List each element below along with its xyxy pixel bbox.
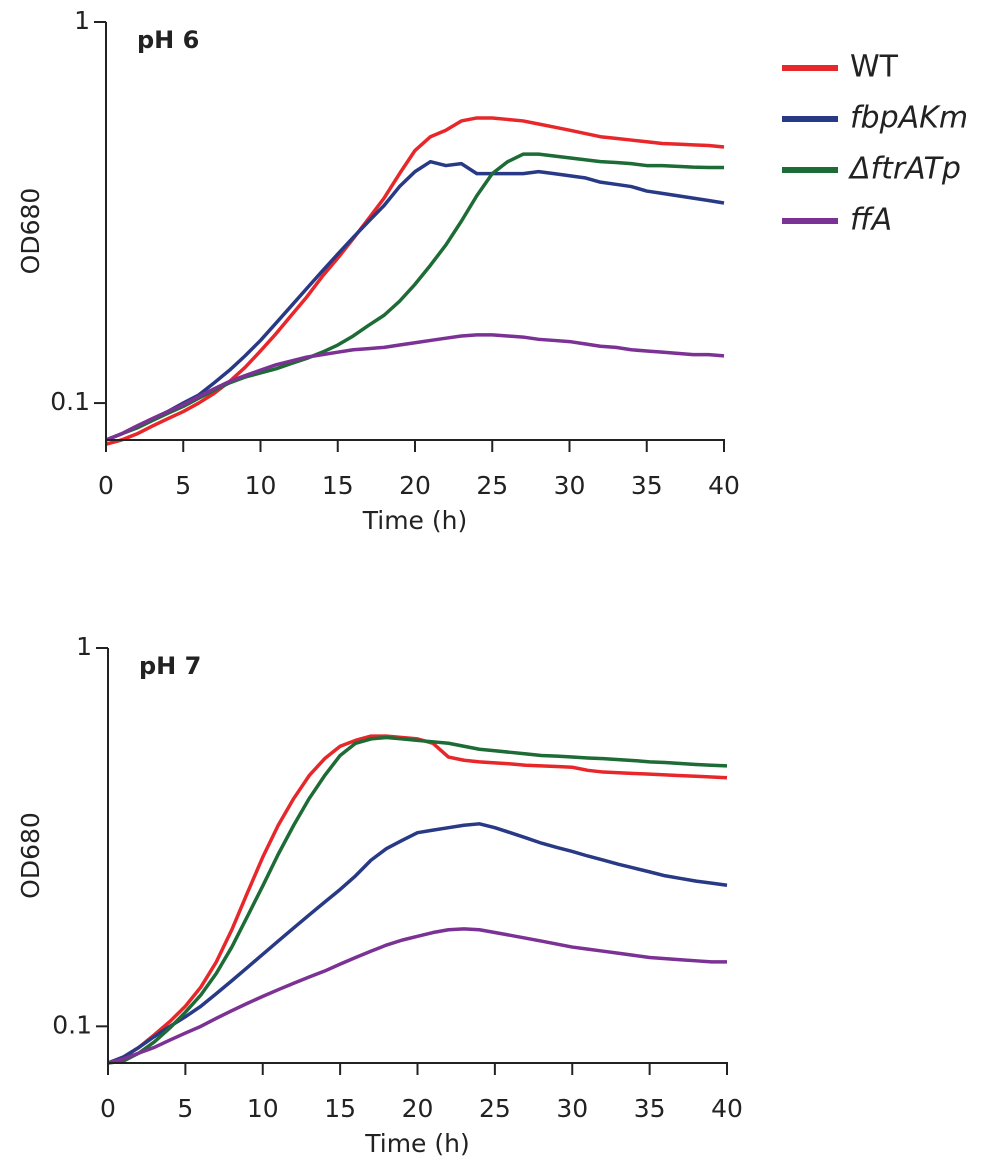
x-tick-label: 5 — [175, 471, 191, 500]
legend-label: ffA — [850, 203, 892, 238]
x-tick-label: 0 — [100, 1094, 116, 1123]
x-tick-label: 15 — [324, 1094, 356, 1123]
x-tick-label: 25 — [479, 1094, 511, 1123]
y-tick-label: 1 — [76, 632, 92, 661]
x-tick-label: 30 — [554, 471, 586, 500]
x-tick-label: 35 — [634, 1094, 666, 1123]
legend-label: WT — [850, 50, 899, 85]
x-tick-label: 30 — [556, 1094, 588, 1123]
legend-label: fbpAKm — [850, 101, 968, 136]
x-tick-label: 10 — [247, 1094, 279, 1123]
x-tick-label: 35 — [631, 471, 663, 500]
series-line — [105, 116, 725, 446]
y-axis-label: OD680 — [16, 812, 45, 899]
series-line — [105, 159, 725, 442]
series-line — [107, 927, 727, 1065]
x-tick-label: 40 — [708, 471, 740, 500]
y-tick-label: 0.1 — [50, 387, 90, 416]
panel-title: pH 6 — [137, 26, 199, 54]
y-axis-label: OD680 — [16, 188, 45, 275]
x-tick-label: 25 — [476, 471, 508, 500]
x-tick-label: 15 — [322, 471, 354, 500]
series-line — [105, 333, 725, 442]
series-line — [107, 822, 728, 1065]
x-tick-label: 0 — [98, 471, 114, 500]
x-tick-label: 20 — [399, 471, 431, 500]
x-axis-label: Time (h) — [362, 506, 467, 535]
panel-title: pH 7 — [139, 652, 201, 680]
x-axis-label: Time (h) — [364, 1129, 469, 1158]
y-tick-label: 0.1 — [52, 1010, 92, 1039]
y-tick-label: 1 — [74, 6, 90, 35]
x-tick-label: 5 — [177, 1094, 193, 1123]
x-tick-label: 10 — [245, 471, 277, 500]
x-tick-label: 40 — [711, 1094, 743, 1123]
series-line — [107, 735, 728, 1065]
x-tick-label: 20 — [402, 1094, 434, 1123]
legend-label: ΔftrATp — [848, 152, 961, 187]
series-line — [107, 734, 728, 1065]
